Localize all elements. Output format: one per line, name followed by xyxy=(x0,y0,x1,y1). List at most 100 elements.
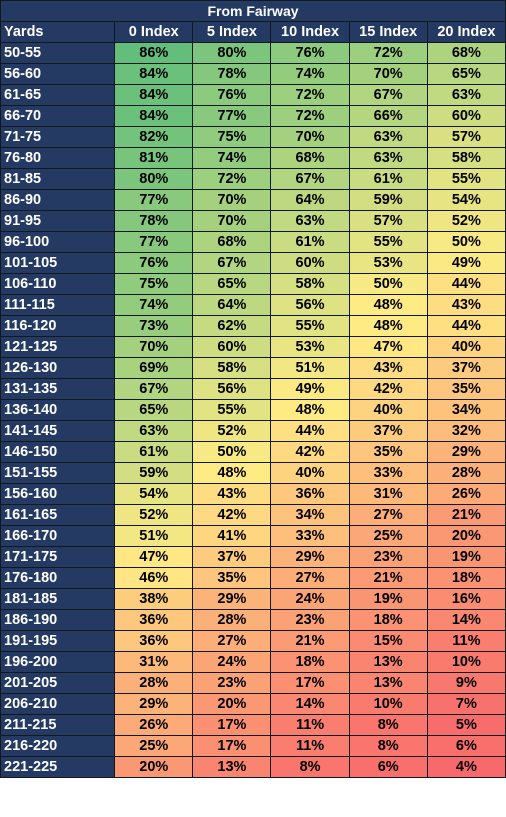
yards-cell: 216-220 xyxy=(0,735,116,757)
index-0-cell: 67% xyxy=(114,378,194,400)
index-10-cell: 18% xyxy=(270,651,350,673)
yards-cell: 206-210 xyxy=(0,693,116,715)
table-row: 86-90 77% 70% 64% 59% 54% xyxy=(0,189,506,211)
table-row: 106-110 75% 65% 58% 50% 44% xyxy=(0,273,506,295)
index-15-cell: 21% xyxy=(348,567,428,589)
index-5-cell: 65% xyxy=(192,273,272,295)
index-5-cell: 55% xyxy=(192,399,272,421)
index-5-cell: 70% xyxy=(192,189,272,211)
index-10-cell: 21% xyxy=(270,630,350,652)
index-5-cell: 20% xyxy=(192,693,272,715)
index-0-cell: 61% xyxy=(114,441,194,463)
table-row: 171-175 47% 37% 29% 23% 19% xyxy=(0,546,506,568)
table-row: 181-185 38% 29% 24% 19% 16% xyxy=(0,588,506,610)
index-10-cell: 11% xyxy=(270,735,350,757)
index-20-cell: 40% xyxy=(426,336,506,358)
index-5-cell: 75% xyxy=(192,126,272,148)
table-row: 66-70 84% 77% 72% 66% 60% xyxy=(0,105,506,127)
index-20-cell: 18% xyxy=(426,567,506,589)
index-0-cell: 75% xyxy=(114,273,194,295)
index-0-cell: 65% xyxy=(114,399,194,421)
index-10-cell: 67% xyxy=(270,168,350,190)
table-row: 96-100 77% 68% 61% 55% 50% xyxy=(0,231,506,253)
index-0-cell: 29% xyxy=(114,693,194,715)
table-row: 116-120 73% 62% 55% 48% 44% xyxy=(0,315,506,337)
index-5-cell: 52% xyxy=(192,420,272,442)
index-0-cell: 52% xyxy=(114,504,194,526)
index-20-cell: 57% xyxy=(426,126,506,148)
index-0-cell: 36% xyxy=(114,630,194,652)
index-5-cell: 17% xyxy=(192,735,272,757)
table-row: 191-195 36% 27% 21% 15% 11% xyxy=(0,630,506,652)
column-header-15-index: 15 Index xyxy=(348,21,428,43)
yards-cell: 186-190 xyxy=(0,609,116,631)
index-10-cell: 55% xyxy=(270,315,350,337)
yards-cell: 211-215 xyxy=(0,714,116,736)
index-15-cell: 57% xyxy=(348,210,428,232)
index-10-cell: 17% xyxy=(270,672,350,694)
table-row: 141-145 63% 52% 44% 37% 32% xyxy=(0,420,506,442)
index-15-cell: 53% xyxy=(348,252,428,274)
yards-cell: 201-205 xyxy=(0,672,116,694)
yards-cell: 131-135 xyxy=(0,378,116,400)
index-15-cell: 6% xyxy=(348,756,428,778)
index-0-cell: 26% xyxy=(114,714,194,736)
table-row: 156-160 54% 43% 36% 31% 26% xyxy=(0,483,506,505)
index-20-cell: 14% xyxy=(426,609,506,631)
table-row: 206-210 29% 20% 14% 10% 7% xyxy=(0,693,506,715)
index-15-cell: 23% xyxy=(348,546,428,568)
index-10-cell: 27% xyxy=(270,567,350,589)
yards-cell: 76-80 xyxy=(0,147,116,169)
index-0-cell: 74% xyxy=(114,294,194,316)
index-0-cell: 20% xyxy=(114,756,194,778)
index-15-cell: 18% xyxy=(348,609,428,631)
index-10-cell: 36% xyxy=(270,483,350,505)
yards-cell: 221-225 xyxy=(0,756,116,778)
index-20-cell: 63% xyxy=(426,84,506,106)
table-title: From Fairway xyxy=(0,0,506,22)
index-10-cell: 63% xyxy=(270,210,350,232)
table-row: 216-220 25% 17% 11% 8% 6% xyxy=(0,735,506,757)
index-15-cell: 67% xyxy=(348,84,428,106)
index-10-cell: 40% xyxy=(270,462,350,484)
yards-cell: 151-155 xyxy=(0,462,116,484)
table-row: 56-60 84% 78% 74% 70% 65% xyxy=(0,63,506,85)
index-15-cell: 19% xyxy=(348,588,428,610)
index-10-cell: 68% xyxy=(270,147,350,169)
index-20-cell: 55% xyxy=(426,168,506,190)
yards-cell: 146-150 xyxy=(0,441,116,463)
yards-cell: 101-105 xyxy=(0,252,116,274)
index-10-cell: 56% xyxy=(270,294,350,316)
yards-cell: 116-120 xyxy=(0,315,116,337)
index-5-cell: 43% xyxy=(192,483,272,505)
index-20-cell: 6% xyxy=(426,735,506,757)
index-0-cell: 81% xyxy=(114,147,194,169)
index-5-cell: 68% xyxy=(192,231,272,253)
percentage-table: From Fairway Yards 0 Index 5 Index 10 In… xyxy=(0,0,506,778)
index-20-cell: 11% xyxy=(426,630,506,652)
table-row: 101-105 76% 67% 60% 53% 49% xyxy=(0,252,506,274)
index-0-cell: 36% xyxy=(114,609,194,631)
index-15-cell: 61% xyxy=(348,168,428,190)
index-10-cell: 14% xyxy=(270,693,350,715)
index-10-cell: 33% xyxy=(270,525,350,547)
index-20-cell: 9% xyxy=(426,672,506,694)
index-0-cell: 70% xyxy=(114,336,194,358)
table-row: 61-65 84% 76% 72% 67% 63% xyxy=(0,84,506,106)
index-15-cell: 27% xyxy=(348,504,428,526)
yards-cell: 141-145 xyxy=(0,420,116,442)
index-20-cell: 19% xyxy=(426,546,506,568)
index-5-cell: 78% xyxy=(192,63,272,85)
index-15-cell: 40% xyxy=(348,399,428,421)
index-20-cell: 29% xyxy=(426,441,506,463)
index-5-cell: 24% xyxy=(192,651,272,673)
yards-cell: 71-75 xyxy=(0,126,116,148)
index-0-cell: 78% xyxy=(114,210,194,232)
index-15-cell: 13% xyxy=(348,672,428,694)
yards-cell: 91-95 xyxy=(0,210,116,232)
index-15-cell: 63% xyxy=(348,126,428,148)
index-5-cell: 23% xyxy=(192,672,272,694)
index-20-cell: 10% xyxy=(426,651,506,673)
index-0-cell: 47% xyxy=(114,546,194,568)
column-header-10-index: 10 Index xyxy=(270,21,350,43)
